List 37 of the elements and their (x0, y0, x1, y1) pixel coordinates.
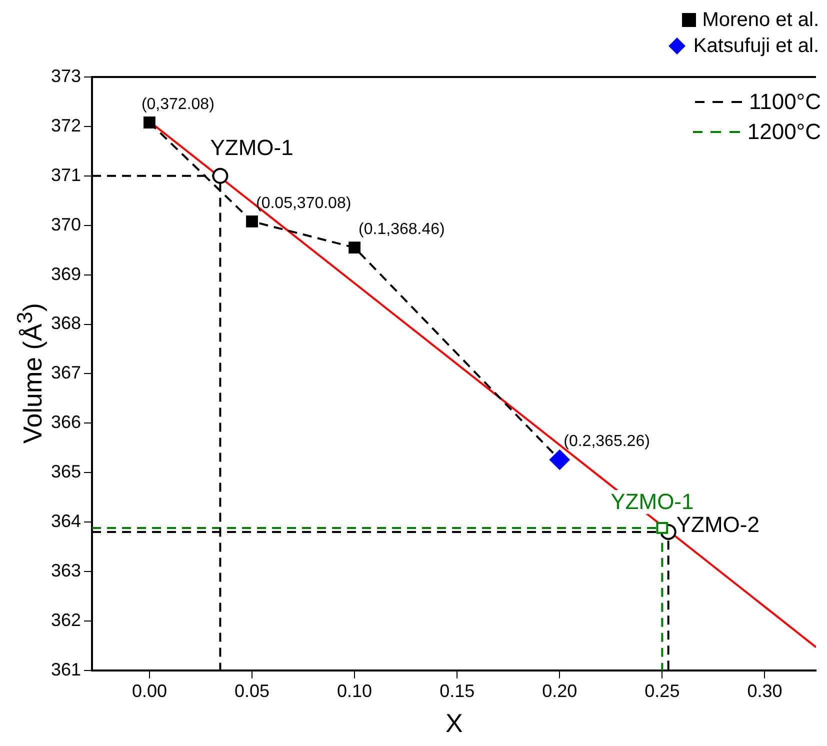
x-tick-label: 0.30 (747, 681, 782, 702)
annotation: (0.1,368.46) (358, 221, 445, 238)
annotation: (0,372.08) (141, 96, 214, 113)
y-tick-label: 369 (50, 264, 82, 284)
legend-label: 1100°C (749, 89, 821, 114)
y-tick-label: 373 (50, 66, 82, 86)
point (348, 242, 360, 254)
point (550, 450, 570, 470)
legend-label: 1200°C (747, 119, 821, 144)
y-tick-label: 372 (50, 115, 82, 136)
annotation: YZMO-2 (676, 512, 760, 538)
y-tick-label: 364 (50, 511, 82, 532)
annotation: (0.05,370.08) (256, 194, 352, 212)
x-tick-label: 0.10 (337, 681, 372, 702)
x-tick-label: 0.05 (234, 681, 270, 702)
annotation: YZMO-1 (610, 489, 694, 514)
x-tick-label: 0.15 (440, 681, 475, 702)
legend-label: Moreno et al. (702, 9, 819, 31)
point (246, 215, 258, 228)
y-tick-label: 361 (50, 659, 82, 680)
y-tick-label: 365 (50, 462, 82, 482)
legend-label: Katsufuji et al. (693, 35, 819, 57)
x-tick-label: 0.25 (644, 681, 680, 702)
y-tick-label: 362 (50, 610, 82, 630)
y-tick-label: 363 (50, 560, 82, 580)
y-tick-label: 367 (50, 362, 82, 383)
point (212, 168, 228, 184)
point (144, 116, 156, 128)
y-tick-label: 366 (50, 412, 82, 432)
annotation: (0.2,365.26) (564, 433, 650, 450)
x-tick-label: 0.20 (542, 681, 578, 702)
y-tick-label: 368 (50, 313, 82, 334)
x-tick-label: 0.00 (132, 681, 167, 702)
y-tick-label: 371 (50, 164, 82, 185)
annotation: YZMO-1 (210, 134, 294, 160)
y-tick-label: 370 (50, 214, 82, 234)
x-axis-title: X (446, 708, 463, 740)
